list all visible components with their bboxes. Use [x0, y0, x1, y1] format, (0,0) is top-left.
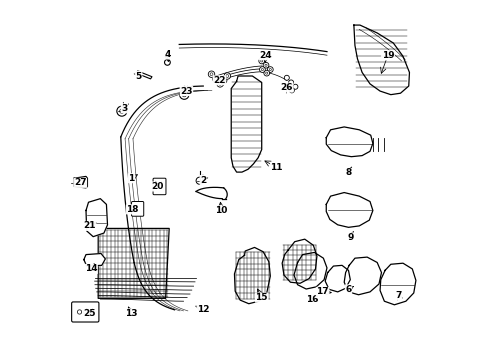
Text: 22: 22: [213, 76, 225, 85]
Circle shape: [217, 81, 223, 87]
Text: 13: 13: [125, 309, 138, 318]
Text: 25: 25: [83, 309, 96, 318]
Text: 21: 21: [83, 221, 96, 230]
Text: 20: 20: [151, 182, 163, 191]
Polygon shape: [344, 257, 381, 295]
Text: 1: 1: [128, 174, 134, 183]
Polygon shape: [379, 263, 415, 305]
Polygon shape: [86, 199, 107, 237]
Text: 27: 27: [74, 178, 86, 187]
Polygon shape: [136, 71, 152, 79]
Text: 14: 14: [84, 265, 97, 274]
Circle shape: [259, 67, 265, 72]
Polygon shape: [231, 76, 261, 172]
Text: 3: 3: [121, 104, 127, 113]
Circle shape: [164, 59, 170, 65]
Circle shape: [285, 84, 289, 89]
Circle shape: [267, 67, 273, 72]
Circle shape: [224, 73, 230, 79]
Text: 24: 24: [259, 51, 271, 60]
Polygon shape: [325, 127, 372, 157]
Circle shape: [258, 58, 264, 64]
Circle shape: [196, 177, 203, 184]
Polygon shape: [325, 265, 349, 292]
Text: 2: 2: [200, 176, 206, 185]
Text: 6: 6: [345, 285, 351, 294]
Text: 16: 16: [305, 294, 318, 303]
Text: 12: 12: [197, 305, 209, 314]
Circle shape: [264, 70, 269, 76]
Circle shape: [289, 88, 294, 93]
Text: 15: 15: [255, 293, 267, 302]
Circle shape: [263, 62, 268, 68]
Polygon shape: [282, 239, 316, 283]
Circle shape: [179, 90, 188, 99]
Text: 9: 9: [346, 233, 353, 242]
Circle shape: [212, 76, 219, 82]
Text: 17: 17: [316, 287, 328, 296]
FancyBboxPatch shape: [153, 178, 165, 195]
Text: 18: 18: [126, 205, 139, 214]
Circle shape: [117, 106, 126, 116]
Circle shape: [284, 75, 289, 80]
Text: 10: 10: [215, 206, 227, 215]
Circle shape: [220, 77, 226, 84]
Polygon shape: [353, 25, 408, 95]
Text: 26: 26: [280, 83, 292, 92]
FancyBboxPatch shape: [131, 202, 143, 216]
Polygon shape: [325, 193, 372, 227]
Text: 7: 7: [395, 291, 401, 300]
Text: 19: 19: [381, 51, 393, 60]
Text: 4: 4: [164, 50, 170, 59]
Polygon shape: [83, 253, 105, 266]
Circle shape: [288, 80, 293, 85]
Text: 11: 11: [270, 163, 283, 172]
Text: 5: 5: [135, 72, 142, 81]
FancyBboxPatch shape: [72, 302, 99, 322]
Polygon shape: [74, 176, 87, 188]
Circle shape: [292, 84, 297, 89]
Polygon shape: [234, 247, 270, 304]
Circle shape: [208, 71, 214, 77]
Polygon shape: [293, 252, 326, 289]
Text: 23: 23: [180, 86, 192, 95]
Text: 8: 8: [345, 168, 351, 177]
